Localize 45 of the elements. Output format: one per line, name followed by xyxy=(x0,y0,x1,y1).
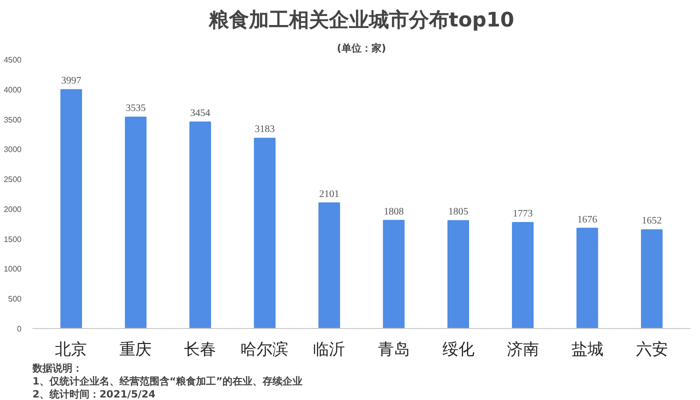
bar xyxy=(189,122,212,328)
data-label: 2101 xyxy=(319,188,340,200)
x-tick-label: 重庆 xyxy=(120,340,152,358)
text: 数据说明： xyxy=(32,362,82,374)
chart-subtitle: (单位：家) xyxy=(336,42,386,54)
bar xyxy=(318,202,340,328)
chart-title: 粮食加工相关企业城市分布top10 xyxy=(208,8,514,32)
bar xyxy=(60,89,82,328)
y-tick-label: 3500 xyxy=(4,115,22,124)
data-label: 3454 xyxy=(190,108,210,120)
y-tick-label: 3000 xyxy=(4,145,22,154)
text: 2、统计时间：2021/5/24 xyxy=(32,388,156,400)
bar xyxy=(382,220,405,328)
data-label: 1805 xyxy=(448,206,468,218)
text: 1、仅统计企业名、经营范围含“粮食加工”的在业、存续企业 xyxy=(32,376,303,388)
data-label: 1652 xyxy=(642,216,662,227)
bar xyxy=(512,222,534,328)
bar xyxy=(640,229,663,328)
y-tick-label: 1500 xyxy=(4,234,22,244)
data-label: 3535 xyxy=(126,103,146,114)
y-tick-label: 2500 xyxy=(4,175,22,184)
y-tick-label: 1000 xyxy=(4,264,22,274)
x-tick-label: 青岛 xyxy=(378,340,410,358)
data-label: 3183 xyxy=(254,124,275,136)
y-tick-label: 4000 xyxy=(4,85,22,94)
y-tick-label: 500 xyxy=(8,294,22,304)
x-tick-label: 六安 xyxy=(636,340,668,358)
bar xyxy=(124,116,147,328)
x-tick-label: 盐城 xyxy=(571,340,604,358)
data-label: 1773 xyxy=(512,208,533,220)
x-tick-label: 绥化 xyxy=(442,340,474,358)
y-tick-label: 4500 xyxy=(4,56,22,64)
x-tick-label: 北京 xyxy=(55,340,88,358)
bar xyxy=(254,138,276,328)
bar xyxy=(576,228,598,328)
x-tick-label: 哈尔滨 xyxy=(240,340,289,358)
data-label: 1808 xyxy=(384,206,404,218)
x-tick-label: 长春 xyxy=(184,340,216,358)
y-tick-label: 2000 xyxy=(4,204,22,214)
bar xyxy=(447,220,470,328)
data-label: 1676 xyxy=(577,214,598,226)
x-tick-label: 临沂 xyxy=(313,340,346,358)
x-tick-label: 济南 xyxy=(506,340,539,358)
data-label: 3997 xyxy=(61,76,82,87)
y-tick-label: 0 xyxy=(17,324,22,334)
